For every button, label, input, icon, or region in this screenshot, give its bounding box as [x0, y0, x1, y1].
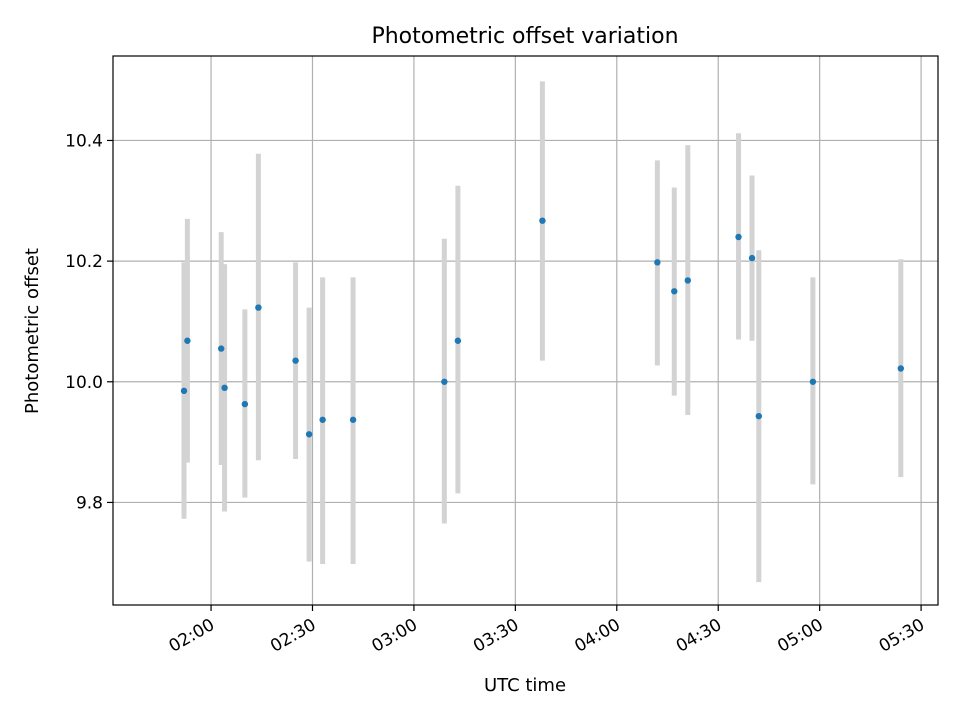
y-tick-label: 10.4 [65, 131, 103, 151]
data-points [180, 217, 905, 438]
grid-lines [113, 56, 938, 605]
data-point [684, 277, 691, 284]
data-point [217, 345, 225, 352]
x-tick-label: 02:30 [267, 615, 319, 657]
data-point [755, 412, 762, 420]
y-axis-label: Photometric offset [22, 248, 43, 414]
data-point [897, 365, 905, 372]
data-point [255, 304, 262, 311]
data-point [292, 357, 299, 364]
y-tick-label: 9.8 [76, 493, 103, 513]
x-axis-label: UTC time [484, 675, 566, 696]
chart-title: Photometric offset variation [371, 24, 678, 49]
y-tick-label: 10.2 [65, 252, 103, 272]
data-point [454, 337, 462, 344]
data-point [671, 288, 678, 295]
data-point [654, 259, 661, 266]
data-point [180, 387, 188, 395]
x-tick-label: 03:30 [470, 615, 522, 657]
data-point [305, 431, 313, 438]
x-tick-label: 04:00 [571, 615, 623, 657]
data-point [349, 416, 357, 423]
plot-frame [112, 55, 939, 606]
x-tick-label: 04:30 [673, 615, 725, 657]
data-point [748, 254, 756, 262]
data-point [441, 378, 448, 385]
x-axis-ticks: 02:00 02:30 03:00 03:30 04:00 04:30 05:00 05:30 [166, 605, 928, 657]
error-bars [181, 81, 904, 583]
x-tick-label: 02:00 [166, 615, 218, 657]
data-point [319, 416, 326, 423]
data-point [221, 384, 228, 392]
y-axis-ticks: 9.8 10.0 10.2 10.4 [65, 131, 113, 513]
y-tick-label: 10.0 [65, 373, 103, 393]
data-point [735, 233, 742, 241]
data-point [539, 217, 546, 224]
data-point [241, 400, 249, 408]
x-tick-label: 05:30 [876, 615, 928, 657]
data-point [184, 337, 191, 344]
x-tick-label: 05:00 [774, 615, 826, 657]
x-tick-label: 03:00 [369, 615, 421, 657]
data-point [809, 378, 817, 385]
